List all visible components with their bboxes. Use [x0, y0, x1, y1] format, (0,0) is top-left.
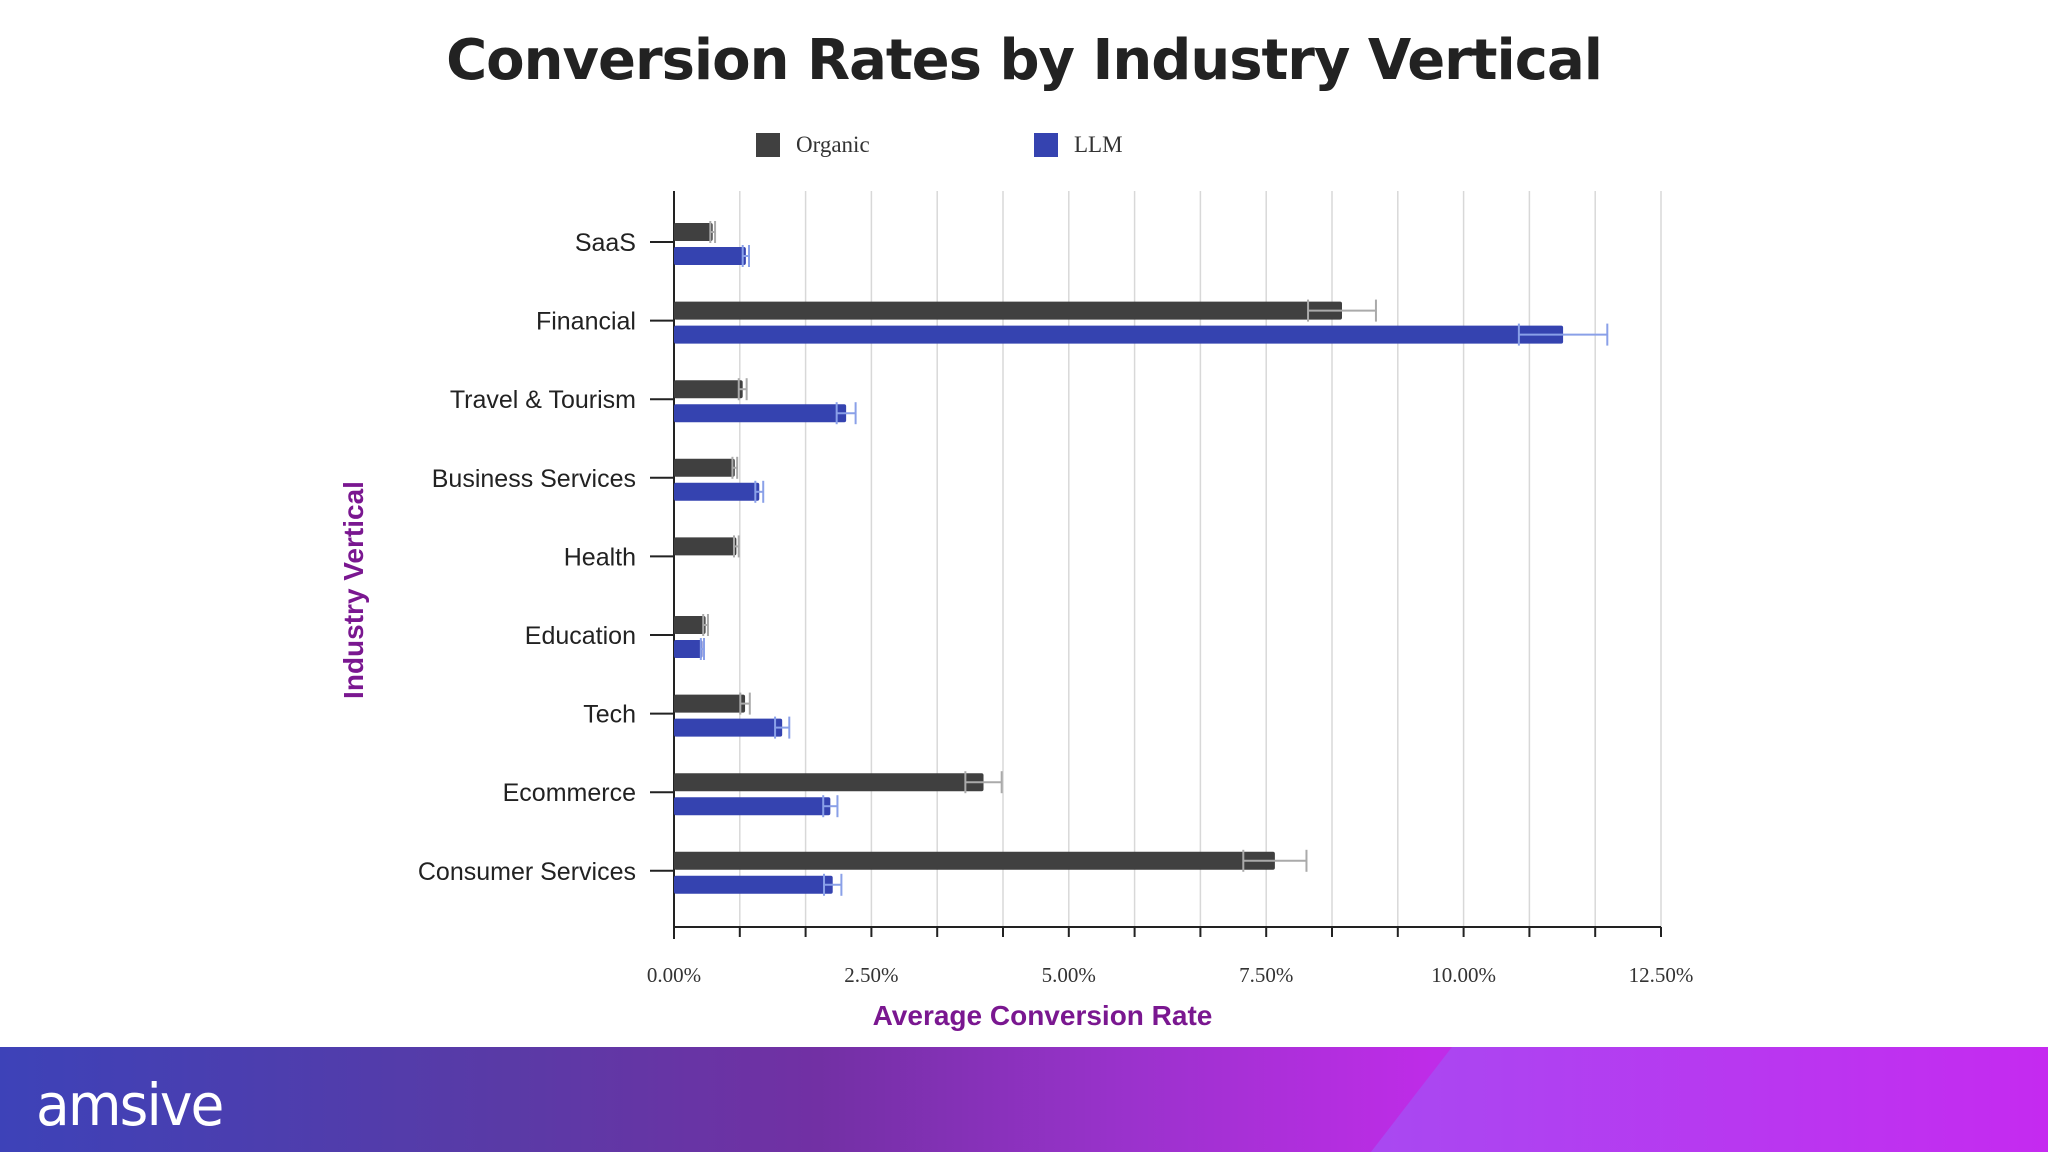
legend-item-organic: Organic — [756, 130, 870, 160]
y-tick-label: Travel & Tourism — [450, 386, 636, 414]
x-tick-label: 12.50% — [1629, 963, 1694, 987]
bar-organic — [674, 301, 1343, 320]
bar-organic — [674, 616, 706, 634]
y-tick-label: Financial — [536, 308, 636, 336]
bar-organic — [674, 380, 743, 399]
bar-llm — [674, 797, 831, 816]
y-tick-label: Tech — [583, 701, 636, 729]
x-tick-label: 5.00% — [1042, 963, 1096, 987]
y-tick-label: Health — [564, 543, 636, 571]
chart-title: Conversion Rates by Industry Vertical — [446, 28, 1603, 93]
x-tick-label: 7.50% — [1239, 963, 1293, 987]
legend-swatch-organic — [756, 133, 780, 157]
bar-llm — [674, 247, 746, 265]
bar-organic — [674, 851, 1275, 870]
bar-llm — [674, 718, 783, 737]
bar-llm — [674, 640, 703, 658]
y-tick-label: Education — [525, 622, 636, 650]
bar-organic — [674, 773, 984, 792]
bar-llm — [674, 482, 760, 501]
bar-organic — [674, 694, 746, 713]
y-axis-label: Industry Vertical — [338, 481, 369, 699]
y-tick-label: Business Services — [432, 465, 636, 493]
bar-organic — [674, 223, 713, 241]
y-tick-label: Consumer Services — [418, 858, 636, 886]
amsive-logo: amsive — [36, 1071, 224, 1139]
bar-llm — [674, 875, 833, 894]
x-tick-label: 0.00% — [647, 963, 701, 987]
x-axis-label: Average Conversion Rate — [872, 1000, 1213, 1031]
footer-banner: amsive — [0, 1047, 2048, 1152]
footer-accent-shape — [1371, 1047, 2048, 1152]
x-tick-label: 10.00% — [1431, 963, 1496, 987]
bar-chart: 0.00% 2.50% 5.00% 7.50% 10.00% 12.50% SaaS Fina… — [418, 191, 1694, 987]
bar-organic — [674, 537, 737, 556]
bar-llm — [674, 325, 1564, 344]
x-tick-label: 2.50% — [844, 963, 898, 987]
legend-swatch-llm — [1034, 133, 1058, 157]
y-tick-label: SaaS — [575, 229, 636, 257]
bar-organic — [674, 458, 735, 477]
legend-label-organic: Organic — [796, 132, 870, 157]
legend-label-llm: LLM — [1074, 132, 1123, 157]
legend-item-llm: LLM — [1034, 130, 1123, 160]
y-tick-label: Ecommerce — [503, 779, 636, 807]
bar-llm — [674, 404, 847, 423]
